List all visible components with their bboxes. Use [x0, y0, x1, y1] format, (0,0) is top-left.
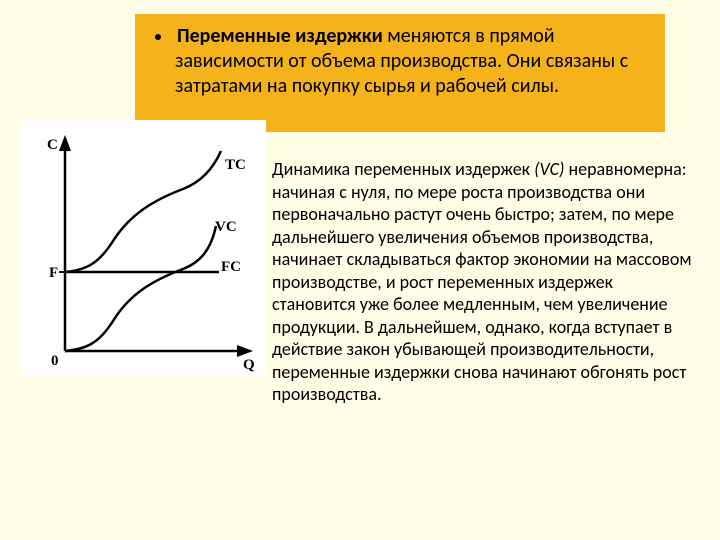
highlight-bold: Переменные издержки: [177, 24, 383, 48]
body-italic: (VC): [534, 158, 564, 180]
body-paragraph: Динамика переменных издержек (VC) неравн…: [272, 158, 692, 406]
body-rest: неравномерна: начиная с нуля, по мере ро…: [272, 158, 692, 405]
svg-text:VC: VC: [215, 219, 237, 235]
svg-text:TC: TC: [225, 157, 246, 173]
svg-text:0: 0: [51, 353, 59, 369]
svg-text:C: C: [47, 137, 58, 153]
body-text: Динамика переменных издержек (VC) неравн…: [272, 158, 692, 406]
body-prefix: Динамика переменных издержек: [272, 158, 534, 180]
svg-text:FC: FC: [221, 259, 241, 275]
highlight-box: Переменные издержки меняются в прямой за…: [135, 14, 665, 132]
chart-svg: C F 0 Q TC VC FC: [21, 121, 267, 377]
cost-chart: C F 0 Q TC VC FC: [20, 120, 266, 376]
svg-text:Q: Q: [243, 357, 255, 373]
highlight-paragraph: Переменные издержки меняются в прямой за…: [155, 24, 647, 99]
bullet-icon: [155, 34, 161, 40]
svg-text:F: F: [49, 265, 58, 281]
